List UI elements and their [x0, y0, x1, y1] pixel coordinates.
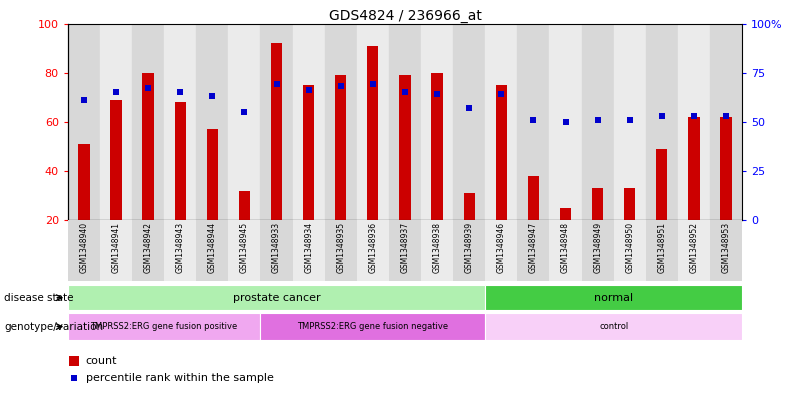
Bar — [464, 193, 475, 220]
Bar — [592, 188, 603, 220]
Bar — [614, 24, 646, 220]
Text: GSM1348948: GSM1348948 — [561, 222, 570, 273]
Text: GSM1348946: GSM1348946 — [497, 222, 506, 273]
Bar — [78, 144, 89, 220]
Bar — [678, 220, 710, 281]
Bar — [432, 73, 443, 220]
Bar — [560, 208, 571, 220]
Bar — [68, 285, 485, 310]
Text: GSM1348953: GSM1348953 — [721, 222, 731, 273]
Text: TMPRSS2:ERG gene fusion positive: TMPRSS2:ERG gene fusion positive — [90, 322, 238, 331]
Bar — [132, 220, 164, 281]
Text: normal: normal — [595, 293, 634, 303]
Bar — [228, 220, 260, 281]
Bar — [325, 24, 357, 220]
Text: genotype/variation: genotype/variation — [4, 321, 103, 332]
Text: GSM1348937: GSM1348937 — [401, 222, 409, 273]
Text: GSM1348943: GSM1348943 — [176, 222, 184, 273]
Text: GSM1348933: GSM1348933 — [272, 222, 281, 273]
Bar — [207, 129, 218, 220]
Bar — [110, 100, 121, 220]
Bar — [399, 75, 411, 220]
Bar — [228, 24, 260, 220]
Bar — [550, 24, 582, 220]
Bar — [646, 220, 678, 281]
Bar — [527, 176, 539, 220]
Text: GSM1348951: GSM1348951 — [658, 222, 666, 273]
Bar — [164, 220, 196, 281]
Bar — [421, 220, 453, 281]
Bar — [485, 313, 742, 340]
Bar — [389, 24, 421, 220]
Bar — [389, 220, 421, 281]
Text: GSM1348950: GSM1348950 — [626, 222, 634, 273]
Bar — [196, 220, 228, 281]
Bar — [357, 24, 389, 220]
Bar — [582, 220, 614, 281]
Bar — [421, 24, 453, 220]
Bar — [260, 313, 485, 340]
Bar — [357, 220, 389, 281]
Bar — [582, 24, 614, 220]
Bar — [143, 73, 154, 220]
Bar — [485, 220, 517, 281]
Text: TMPRSS2:ERG gene fusion negative: TMPRSS2:ERG gene fusion negative — [298, 322, 448, 331]
Bar — [646, 24, 678, 220]
Bar — [710, 24, 742, 220]
Bar — [550, 220, 582, 281]
Text: GSM1348936: GSM1348936 — [369, 222, 377, 273]
Text: GSM1348949: GSM1348949 — [593, 222, 602, 273]
Bar — [68, 24, 100, 220]
Text: GSM1348947: GSM1348947 — [529, 222, 538, 273]
Bar — [100, 24, 132, 220]
Text: GSM1348942: GSM1348942 — [144, 222, 152, 273]
Text: disease state: disease state — [4, 293, 73, 303]
Bar — [517, 24, 550, 220]
Bar — [271, 43, 282, 220]
Bar — [614, 220, 646, 281]
Text: GSM1348938: GSM1348938 — [433, 222, 441, 273]
Text: GSM1348939: GSM1348939 — [464, 222, 474, 273]
Bar — [453, 220, 485, 281]
Title: GDS4824 / 236966_at: GDS4824 / 236966_at — [329, 9, 481, 22]
Bar — [196, 24, 228, 220]
Bar — [689, 117, 700, 220]
Bar — [656, 149, 667, 220]
Bar — [496, 85, 507, 220]
Bar — [367, 46, 378, 220]
Bar — [68, 220, 100, 281]
Text: control: control — [599, 322, 628, 331]
Bar — [721, 117, 732, 220]
Bar — [303, 85, 314, 220]
Bar — [678, 24, 710, 220]
Bar — [68, 313, 260, 340]
Bar — [132, 24, 164, 220]
Text: count: count — [85, 356, 117, 366]
Bar — [293, 220, 325, 281]
Bar — [260, 220, 293, 281]
Bar — [453, 24, 485, 220]
Bar — [485, 24, 517, 220]
Bar — [335, 75, 346, 220]
Bar — [239, 191, 250, 220]
Text: prostate cancer: prostate cancer — [233, 293, 320, 303]
Text: GSM1348944: GSM1348944 — [207, 222, 217, 273]
Bar — [260, 24, 293, 220]
Bar — [624, 188, 635, 220]
Text: GSM1348934: GSM1348934 — [304, 222, 313, 273]
Text: GSM1348945: GSM1348945 — [240, 222, 249, 273]
Bar — [164, 24, 196, 220]
Text: GSM1348952: GSM1348952 — [689, 222, 698, 273]
Bar — [325, 220, 357, 281]
Bar — [710, 220, 742, 281]
Bar — [175, 102, 186, 220]
Text: percentile rank within the sample: percentile rank within the sample — [85, 373, 274, 383]
Text: GSM1348941: GSM1348941 — [112, 222, 120, 273]
Bar — [293, 24, 325, 220]
Bar — [485, 285, 742, 310]
Bar — [100, 220, 132, 281]
Text: GSM1348940: GSM1348940 — [79, 222, 89, 273]
Bar — [517, 220, 550, 281]
Text: GSM1348935: GSM1348935 — [336, 222, 346, 273]
